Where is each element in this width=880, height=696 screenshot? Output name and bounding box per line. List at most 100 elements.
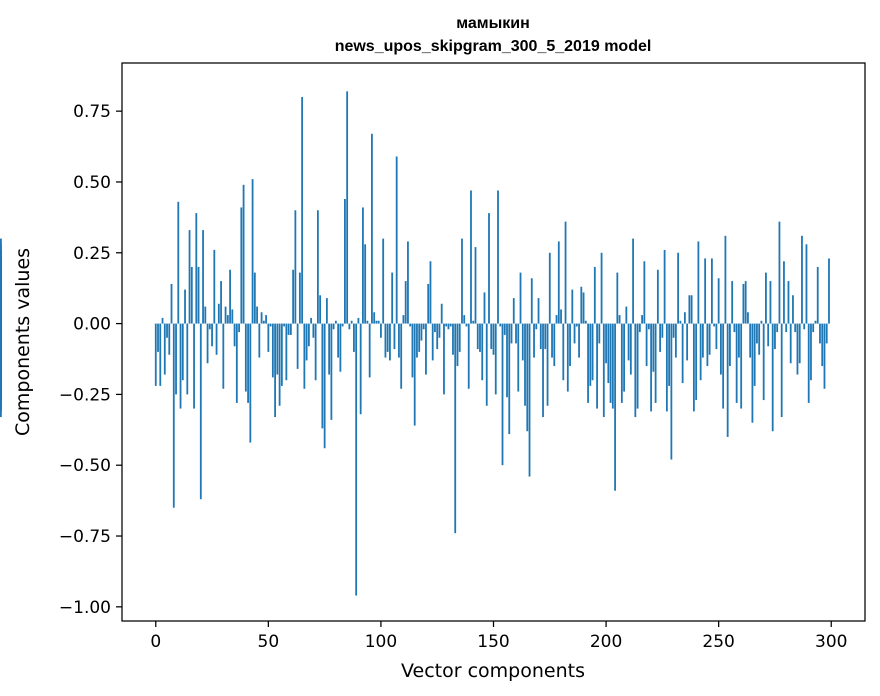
bar: [823, 323, 826, 389]
bar: [618, 315, 621, 324]
bar: [792, 295, 794, 324]
bar: [323, 323, 326, 449]
y-tick-label: −0.25: [59, 385, 111, 405]
bar: [238, 323, 240, 333]
bar: [395, 156, 398, 324]
bar: [600, 252, 603, 324]
bar: [506, 323, 508, 398]
bar: [157, 323, 159, 352]
x-tick-label: 0: [150, 632, 161, 652]
bar: [605, 323, 607, 364]
bar: [774, 323, 776, 350]
bar: [643, 261, 646, 324]
bar: [584, 320, 587, 324]
bar: [420, 323, 423, 341]
bar: [560, 309, 562, 324]
bar: [474, 247, 477, 324]
bar: [416, 323, 418, 358]
bar: [476, 323, 479, 350]
bar: [190, 266, 193, 324]
bar: [672, 323, 675, 338]
bar: [611, 323, 614, 409]
bar: [206, 323, 209, 364]
bar: [562, 323, 565, 381]
bar: [321, 323, 324, 429]
bar: [796, 323, 799, 375]
bar: [377, 320, 380, 324]
bar: [591, 323, 594, 381]
bar: [267, 323, 270, 352]
bar: [616, 272, 619, 324]
bar: [175, 323, 177, 395]
bar: [170, 283, 173, 324]
bar: [593, 266, 596, 324]
bar: [438, 323, 441, 338]
bar: [629, 323, 632, 375]
bar: [199, 323, 202, 500]
bar: [566, 323, 569, 392]
bar: [814, 320, 817, 324]
bar: [690, 295, 693, 324]
bar: [213, 249, 216, 324]
bar: [461, 238, 463, 324]
bar: [431, 323, 434, 361]
bar: [193, 323, 195, 409]
bar: [348, 323, 351, 330]
bar: [783, 261, 785, 324]
bar: [382, 238, 385, 324]
bar: [659, 323, 662, 352]
bar: [553, 323, 556, 367]
bar: [305, 323, 308, 361]
bar: [0, 238, 2, 324]
bar: [422, 323, 425, 330]
bar: [807, 323, 810, 403]
bar: [535, 323, 538, 330]
bar: [645, 323, 648, 367]
bar: [650, 323, 653, 412]
bar: [749, 323, 752, 358]
bar: [735, 323, 738, 403]
bar: [307, 323, 310, 347]
bar: [704, 258, 707, 324]
bar: [353, 323, 355, 352]
bar: [740, 323, 743, 409]
bar: [380, 323, 382, 338]
bar: [526, 323, 529, 432]
bar: [510, 323, 513, 344]
bar: [539, 323, 542, 350]
bar: [756, 323, 758, 344]
bar: [301, 96, 304, 324]
bar: [204, 306, 207, 324]
bar: [244, 323, 247, 392]
bar: [706, 323, 709, 367]
bar: [733, 323, 736, 333]
bar: [287, 323, 290, 335]
bar: [720, 323, 722, 375]
bar: [760, 320, 763, 324]
bar: [503, 323, 506, 335]
bar: [627, 323, 630, 361]
bar: [677, 252, 680, 324]
bar: [490, 323, 493, 350]
bar: [787, 281, 790, 324]
bar: [470, 190, 472, 324]
bar: [215, 323, 218, 355]
bar: [524, 323, 526, 406]
bar: [312, 323, 315, 338]
bar: [533, 323, 535, 358]
bar: [334, 320, 337, 324]
bar: [344, 198, 346, 324]
bar: [283, 323, 286, 327]
bar: [812, 323, 815, 333]
bar: [366, 320, 369, 324]
bar: [202, 230, 204, 324]
bar: [262, 320, 265, 324]
bar: [742, 283, 745, 324]
bar: [569, 323, 571, 367]
bar: [744, 281, 747, 324]
bar: [607, 323, 610, 384]
bar: [668, 323, 671, 386]
bar: [391, 272, 394, 324]
bar: [767, 323, 770, 347]
bar: [575, 323, 578, 327]
